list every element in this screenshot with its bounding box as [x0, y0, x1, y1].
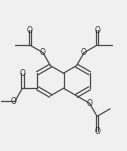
Text: O: O — [94, 127, 100, 136]
Text: O: O — [19, 69, 25, 78]
Text: O: O — [94, 26, 100, 35]
Text: O: O — [40, 48, 46, 57]
Text: O: O — [11, 97, 17, 106]
Text: O: O — [81, 48, 87, 57]
Text: O: O — [27, 26, 33, 35]
Text: O: O — [87, 99, 92, 108]
